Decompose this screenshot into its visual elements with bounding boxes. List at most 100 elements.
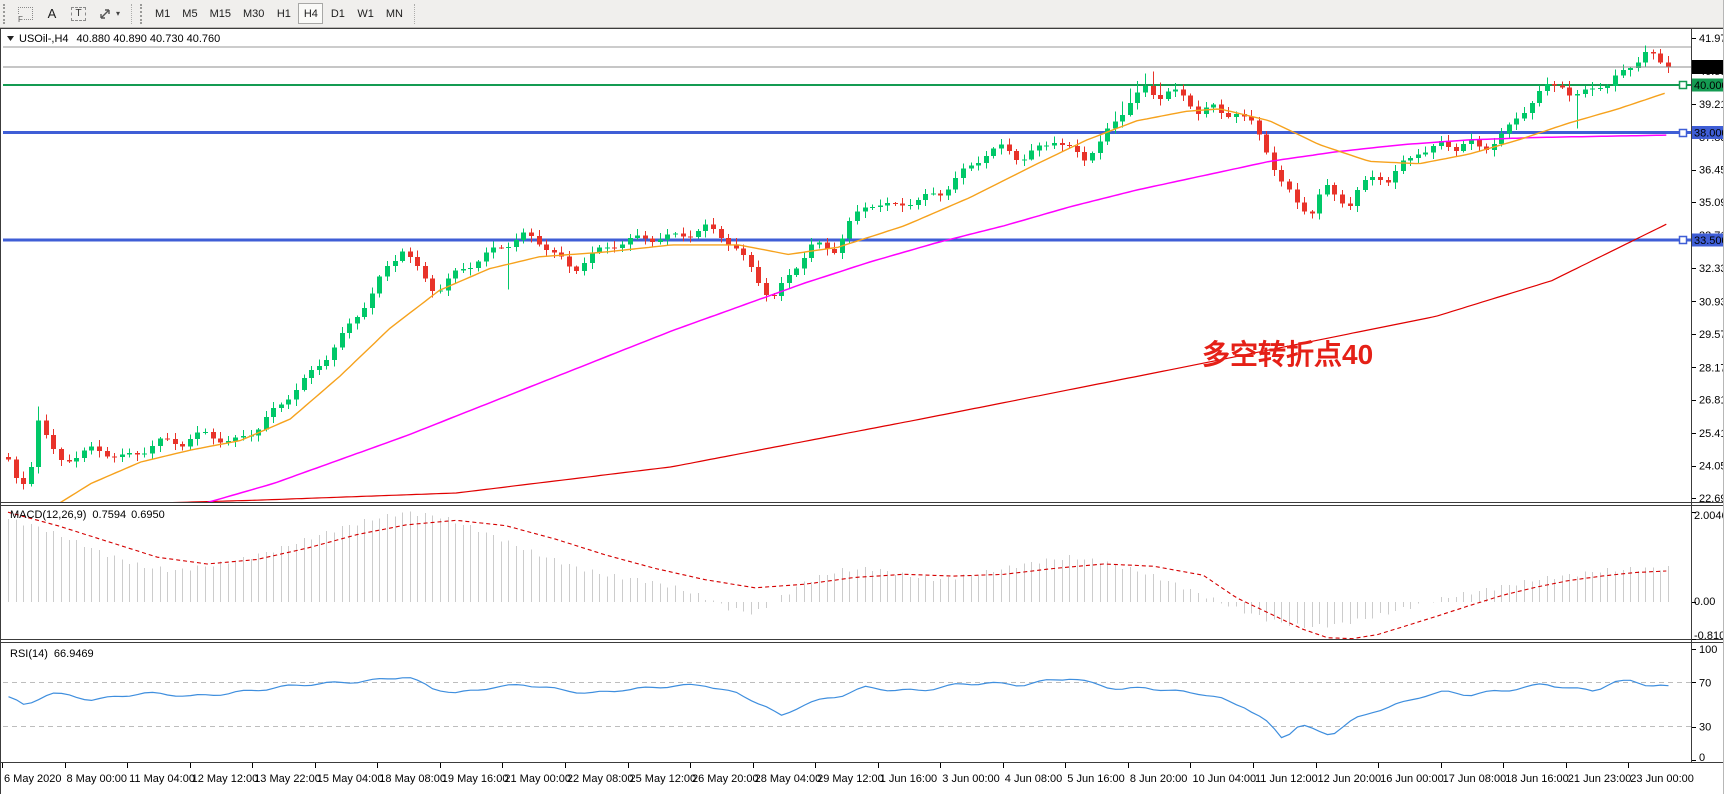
toolbar-drag-handle[interactable] <box>140 3 145 24</box>
candle <box>180 441 185 451</box>
candle <box>1461 139 1466 153</box>
candle <box>574 265 579 275</box>
candle <box>703 219 708 238</box>
candle <box>1522 107 1527 121</box>
time-tick-label: 8 May 00:00 <box>67 773 128 785</box>
timeframe-M1-button[interactable]: M1 <box>150 3 175 24</box>
rsi-tick-label: 70 <box>1699 677 1711 689</box>
hline-end-marker[interactable] <box>1678 80 1688 90</box>
price-badge: 40.000 <box>1692 78 1723 92</box>
candle <box>188 434 193 451</box>
toolbar-drag-handle[interactable] <box>3 3 8 24</box>
candle <box>976 156 981 171</box>
candle <box>1651 49 1656 60</box>
time-tick-label: 28 May 04:00 <box>755 773 822 785</box>
time-tick-label: 15 May 04:00 <box>317 773 384 785</box>
time-tick-label: 29 May 12:00 <box>817 773 884 785</box>
candle <box>582 257 587 276</box>
candle <box>1567 81 1572 102</box>
candle <box>36 406 41 474</box>
candle <box>1386 177 1391 186</box>
price-tick-label: 24.050 <box>1699 461 1724 473</box>
price-badge: 38.000 <box>1692 126 1723 140</box>
candle <box>1340 189 1345 208</box>
timeframe-D1-button[interactable]: D1 <box>325 3 350 24</box>
timeframe-M5-button[interactable]: M5 <box>177 3 202 24</box>
timeframe-H1-button[interactable]: H1 <box>271 3 296 24</box>
time-tick-label: 16 Jun 00:00 <box>1380 773 1444 785</box>
candle <box>521 228 526 244</box>
dotted-frame-icon: F <box>17 7 33 24</box>
candle <box>415 250 420 271</box>
time-tick-label: 10 Jun 04:00 <box>1193 773 1257 785</box>
candle <box>1151 71 1156 99</box>
chart-title: USOil-,H4 40.880 40.890 40.730 40.760 <box>7 33 220 45</box>
candle <box>142 447 147 458</box>
candle <box>1658 48 1663 65</box>
time-tick-label: 1 Jun 16:00 <box>880 773 938 785</box>
timeframe-M30-button[interactable]: M30 <box>238 3 269 24</box>
candle <box>1317 189 1322 220</box>
rsi-pane[interactable] <box>3 677 1691 739</box>
candle <box>1454 143 1459 158</box>
time-tick-label: 26 May 20:00 <box>692 773 759 785</box>
candle <box>1257 116 1262 141</box>
candle <box>1355 186 1360 213</box>
timeframe-M15-button[interactable]: M15 <box>205 3 236 24</box>
candle <box>438 284 443 294</box>
main-price-pane[interactable] <box>3 45 1691 515</box>
candle <box>847 217 852 244</box>
candle <box>1416 148 1421 164</box>
timeframe-MN-button[interactable]: MN <box>381 3 408 24</box>
price-tick-label: 32.330 <box>1699 263 1724 275</box>
candle <box>1052 136 1057 150</box>
macd-pane[interactable] <box>7 511 1669 639</box>
candle <box>825 238 830 256</box>
candle <box>643 230 648 245</box>
candle <box>51 429 56 454</box>
price-tick-label: 30.930 <box>1699 296 1724 308</box>
time-tick-label: 13 May 22:00 <box>254 773 321 785</box>
candle <box>529 228 534 243</box>
chart-title-text: USOil-,H4 40.880 40.890 40.730 40.760 <box>19 33 220 45</box>
candle <box>1007 138 1012 155</box>
candle <box>1090 151 1095 163</box>
candle <box>1507 122 1512 139</box>
hline-end-marker[interactable] <box>1678 128 1688 138</box>
candle <box>393 254 398 273</box>
candle <box>673 231 678 238</box>
candle <box>1605 83 1610 94</box>
annotation-text[interactable]: 多空转折点40 <box>1202 339 1374 370</box>
indicator-window-button[interactable]: F <box>13 3 38 25</box>
dropdown-caret-icon: ▾ <box>116 9 121 18</box>
candle <box>165 432 170 441</box>
candle <box>1249 110 1254 125</box>
macd-tick-label: -0.8108 <box>1694 630 1724 642</box>
candle <box>870 204 875 211</box>
candle <box>400 248 405 263</box>
hline-end-marker[interactable] <box>1678 235 1688 245</box>
text-box-button[interactable]: T <box>66 3 91 25</box>
candle <box>29 461 34 487</box>
candle <box>1158 82 1163 106</box>
timeframe-H4-button[interactable]: H4 <box>298 3 324 24</box>
candle <box>719 226 724 243</box>
toolbar-separator <box>131 3 133 24</box>
collapse-triangle-icon <box>7 36 14 41</box>
candle <box>423 261 428 283</box>
timeframe-W1-button[interactable]: W1 <box>352 3 379 24</box>
candle <box>1166 88 1171 102</box>
candle <box>938 190 943 202</box>
price-axis[interactable]: 41.97040.59039.21037.83036.45035.09033.7… <box>1692 33 1724 764</box>
candle <box>1590 82 1595 96</box>
text-label-button[interactable]: A <box>40 3 64 25</box>
candle <box>264 411 269 432</box>
arrow-tools-button[interactable]: ▾ <box>93 3 125 25</box>
rsi-tick-label: 30 <box>1699 722 1711 734</box>
candle <box>1560 81 1565 89</box>
candle <box>787 269 792 289</box>
price-tick-label: 35.090 <box>1699 197 1724 209</box>
candle <box>44 414 49 439</box>
